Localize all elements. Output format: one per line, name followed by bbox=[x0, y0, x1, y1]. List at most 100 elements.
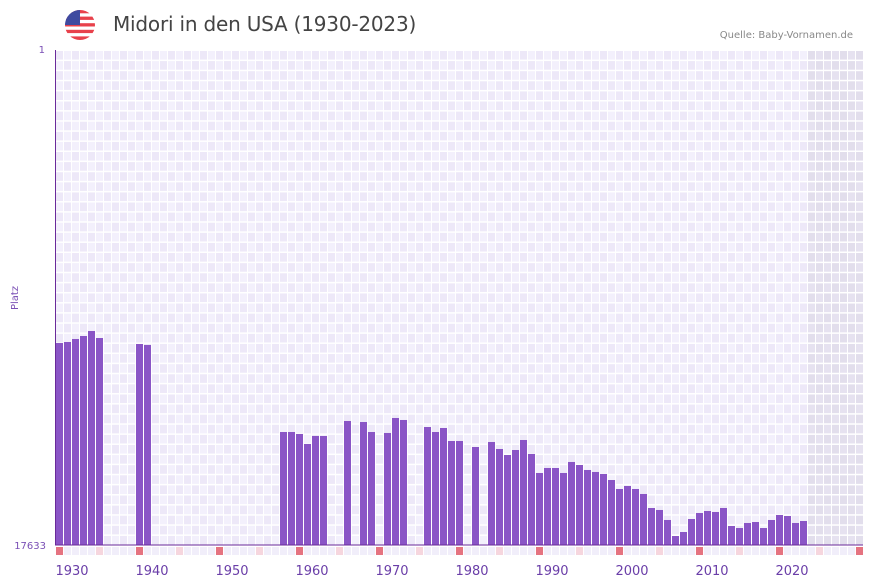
bar-1973 bbox=[400, 419, 407, 545]
year-marker-1976 bbox=[424, 547, 431, 555]
year-marker-2030 bbox=[856, 547, 863, 555]
year-marker-1946 bbox=[184, 547, 191, 555]
bar-2006 bbox=[664, 519, 671, 545]
bar-2023 bbox=[800, 520, 807, 545]
bar-1989 bbox=[528, 453, 535, 545]
bar-1971 bbox=[384, 432, 391, 545]
x-tick-label-1980: 1980 bbox=[455, 564, 488, 579]
us-flag-icon bbox=[65, 10, 95, 40]
bar-1959 bbox=[288, 432, 295, 545]
year-marker-1949 bbox=[208, 547, 215, 555]
year-marker-2022 bbox=[792, 547, 799, 555]
year-marker-2010 bbox=[696, 547, 703, 555]
x-tick-label-2000: 2000 bbox=[615, 564, 648, 579]
bar-1996 bbox=[584, 469, 591, 545]
year-marker-1933 bbox=[80, 547, 87, 555]
bar-2021 bbox=[784, 515, 791, 545]
bar-1932 bbox=[72, 338, 79, 545]
bar-1960 bbox=[296, 433, 303, 545]
bar-1987 bbox=[512, 449, 519, 545]
year-marker-1978 bbox=[440, 547, 447, 555]
year-marker-1953 bbox=[240, 547, 247, 555]
chart-title: Midori in den USA (1930-2023) bbox=[113, 12, 417, 36]
bar-1958 bbox=[280, 432, 287, 545]
bar-2004 bbox=[648, 507, 655, 545]
year-marker-1957 bbox=[272, 547, 279, 555]
year-marker-1977 bbox=[432, 547, 439, 555]
year-marker-1967 bbox=[352, 547, 359, 555]
x-tick-label-1950: 1950 bbox=[215, 564, 248, 579]
x-tick-label-1970: 1970 bbox=[375, 564, 408, 579]
bar-2001 bbox=[624, 485, 631, 545]
year-marker-1948 bbox=[200, 547, 207, 555]
year-marker-1951 bbox=[224, 547, 231, 555]
year-marker-1985 bbox=[496, 547, 503, 555]
year-marker-2013 bbox=[720, 547, 727, 555]
year-marker-1964 bbox=[328, 547, 335, 555]
year-marker-2016 bbox=[744, 547, 751, 555]
bar-1993 bbox=[560, 472, 567, 545]
year-marker-2009 bbox=[688, 547, 695, 555]
bar-1990 bbox=[536, 472, 543, 545]
x-tick-label-1930: 1930 bbox=[55, 564, 88, 579]
x-tick-label-2020: 2020 bbox=[775, 564, 808, 579]
year-marker-1980 bbox=[456, 547, 463, 555]
bar-1930 bbox=[56, 343, 63, 545]
bar-1978 bbox=[440, 427, 447, 545]
year-marker-1994 bbox=[568, 547, 575, 555]
year-marker-1958 bbox=[280, 547, 287, 555]
year-marker-1937 bbox=[112, 547, 119, 555]
bar-2015 bbox=[736, 528, 743, 545]
year-marker-1952 bbox=[232, 547, 239, 555]
year-marker-1983 bbox=[480, 547, 487, 555]
x-tick-label-2010: 2010 bbox=[695, 564, 728, 579]
bar-1934 bbox=[88, 330, 95, 545]
bar-1935 bbox=[96, 338, 103, 545]
year-marker-1968 bbox=[360, 547, 367, 555]
year-marker-1966 bbox=[344, 547, 351, 555]
year-marker-1947 bbox=[192, 547, 199, 555]
bar-2020 bbox=[776, 514, 783, 545]
bar-2002 bbox=[632, 488, 639, 545]
year-marker-2004 bbox=[648, 547, 655, 555]
bar-1963 bbox=[320, 435, 327, 545]
year-marker-1954 bbox=[248, 547, 255, 555]
year-marker-2012 bbox=[712, 547, 719, 555]
year-marker-1991 bbox=[544, 547, 551, 555]
bars bbox=[56, 330, 807, 545]
bar-2013 bbox=[720, 507, 727, 545]
year-marker-1997 bbox=[592, 547, 599, 555]
y-axis-label: Platz bbox=[10, 286, 21, 310]
bar-2014 bbox=[728, 525, 735, 545]
year-marker-1993 bbox=[560, 547, 567, 555]
year-marker-2007 bbox=[672, 547, 679, 555]
year-marker-1945 bbox=[176, 547, 183, 555]
bar-1999 bbox=[608, 480, 615, 545]
year-marker-1981 bbox=[464, 547, 471, 555]
year-marker-2021 bbox=[784, 547, 791, 555]
year-marker-1960 bbox=[296, 547, 303, 555]
year-marker-1970 bbox=[376, 547, 383, 555]
bar-1986 bbox=[504, 454, 511, 545]
year-marker-2028 bbox=[840, 547, 847, 555]
year-marker-1932 bbox=[72, 547, 79, 555]
x-tick-label-1940: 1940 bbox=[135, 564, 168, 579]
x-tick-labels: 1930 1940 1950 1960 1970 1980 1990 2000 2010 2020 bbox=[55, 564, 808, 579]
year-marker-2001 bbox=[624, 547, 631, 555]
year-marker-2023 bbox=[800, 547, 807, 555]
bar-1976 bbox=[424, 427, 431, 545]
bar-2019 bbox=[768, 519, 775, 545]
year-marker-1961 bbox=[304, 547, 311, 555]
bar-2010 bbox=[696, 512, 703, 545]
bar-2017 bbox=[752, 522, 759, 545]
bar-2016 bbox=[744, 522, 751, 545]
bar-1984 bbox=[488, 441, 495, 545]
year-marker-2029 bbox=[848, 547, 855, 555]
bar-2000 bbox=[616, 488, 623, 545]
bar-1933 bbox=[80, 335, 87, 545]
year-marker-2014 bbox=[728, 547, 735, 555]
year-marker-1975 bbox=[416, 547, 423, 555]
year-marker-2005 bbox=[656, 547, 663, 555]
bar-1982 bbox=[472, 446, 479, 545]
year-marker-1998 bbox=[600, 547, 607, 555]
